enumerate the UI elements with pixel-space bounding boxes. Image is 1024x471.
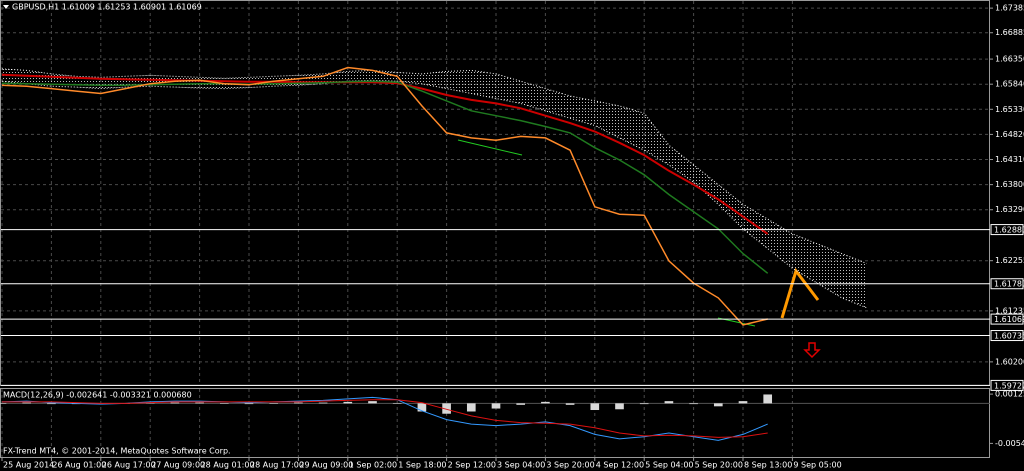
histogram-bar <box>170 402 180 404</box>
histogram-bar <box>47 403 56 405</box>
series-line <box>1 66 768 326</box>
x-tick-label: 26 Aug 17:00 <box>102 461 156 470</box>
histogram-bar <box>763 394 773 404</box>
x-tick-label: 28 Aug 17:00 <box>250 461 304 470</box>
histogram-bar <box>392 403 402 404</box>
histogram-bar <box>269 403 279 404</box>
chart-title: GBPUSD,H1 1.61009 1.61253 1.60901 1.6106… <box>12 3 202 12</box>
y-tick-label: 1.63290 <box>995 205 1024 214</box>
x-tick-label: 4 Sep 12:00 <box>596 461 644 470</box>
x-tick-label: 29 Aug 09:00 <box>299 461 353 470</box>
histogram-bar <box>541 401 550 404</box>
histogram-bar <box>639 403 649 405</box>
y-tick-label: 1.62255 <box>995 256 1024 265</box>
cloud-lower <box>1 79 867 309</box>
x-tick-label: 5 Sep 20:00 <box>695 461 743 470</box>
y-tick-label: 0.00125 <box>995 390 1024 399</box>
copyright: FX-Trend MT4, © 2001-2014, MetaQuotes So… <box>3 447 231 456</box>
series-line <box>1 73 769 235</box>
y-tick-label: 1.64820 <box>995 130 1024 139</box>
histogram-bar <box>590 403 600 411</box>
level-label-box <box>990 224 1024 236</box>
y-tick-label: 1.65330 <box>995 105 1024 114</box>
histogram-bar <box>294 402 303 404</box>
x-tick-label: 26 Aug 01:00 <box>52 461 106 470</box>
y-tick-label: -0.00541 <box>995 439 1024 448</box>
menu-triangle[interactable] <box>3 5 9 9</box>
macd-title: MACD(12,26,9) -0.002641 -0.003321 0.0006… <box>3 391 192 400</box>
x-tick-label: 27 Aug 09:00 <box>151 461 205 470</box>
histogram-bar <box>195 402 204 404</box>
series-line <box>1 80 769 274</box>
histogram-bar <box>368 401 377 404</box>
level-label: 1.61787 <box>994 280 1024 289</box>
y-tick-label: 1.65840 <box>995 80 1024 89</box>
x-tick-label: 1 Sep 18:00 <box>398 461 446 470</box>
level-label-box <box>990 379 1024 391</box>
y-tick-label: 1.61235 <box>995 306 1024 315</box>
divergence-line <box>457 139 523 156</box>
level-label: 1.60735 <box>994 332 1024 341</box>
histogram-bar <box>713 403 723 407</box>
y-tick-label: 1.67385 <box>995 4 1024 13</box>
x-tick-label: 28 Aug 01:00 <box>201 461 255 470</box>
y-tick-label: 1.63800 <box>995 180 1024 189</box>
histogram-bar <box>244 403 254 405</box>
cloud-fill <box>2 68 867 308</box>
x-tick-label: 1 Sep 02:00 <box>349 461 397 470</box>
histogram-bar <box>442 403 451 414</box>
histogram-bar <box>343 401 353 404</box>
level-label-box <box>990 278 1024 290</box>
level-label-box <box>990 313 1024 325</box>
level-label: 1.59722 <box>994 381 1024 390</box>
histogram-bar <box>689 403 698 405</box>
sell-arrow <box>803 342 821 359</box>
histogram-bar <box>738 401 748 404</box>
histogram-bar <box>318 402 328 404</box>
x-tick-label: 2 Sep 12:00 <box>448 461 496 470</box>
x-tick-label: 3 Sep 04:00 <box>497 461 545 470</box>
y-tick-label: 1.60200 <box>995 357 1024 366</box>
y-tick-label: 1.66350 <box>995 55 1024 64</box>
x-tick-label: 9 Sep 05:00 <box>793 461 841 470</box>
level-label-box <box>990 330 1024 342</box>
x-tick-label: 5 Sep 04:00 <box>645 461 693 470</box>
histogram-bar <box>565 403 575 405</box>
x-tick-label: 3 Sep 20:00 <box>546 461 594 470</box>
level-label: 1.61069 <box>994 315 1024 324</box>
histogram-bar <box>219 403 229 404</box>
x-tick-label: 25 Aug 2014 <box>3 461 54 470</box>
histogram-bar <box>466 403 476 412</box>
series-line <box>2 399 768 438</box>
histogram-bar <box>491 403 501 409</box>
cloud-upper <box>1 68 867 264</box>
histogram-bar <box>0 403 7 404</box>
macd-panel-frame <box>0 388 990 458</box>
histogram-bar <box>417 403 427 412</box>
y-tick-label: 1.66885 <box>995 28 1024 37</box>
grid-layer <box>1 1 990 457</box>
histogram-bar <box>664 401 674 404</box>
level-label: 1.62887 <box>994 226 1024 235</box>
histogram-bar <box>615 403 624 410</box>
histogram-bar <box>22 402 32 404</box>
x-tick-label: 8 Sep 13:00 <box>744 461 792 470</box>
projection-arrow <box>780 267 820 319</box>
histogram-bar <box>516 403 526 405</box>
y-tick-label: 1.64310 <box>995 155 1024 164</box>
